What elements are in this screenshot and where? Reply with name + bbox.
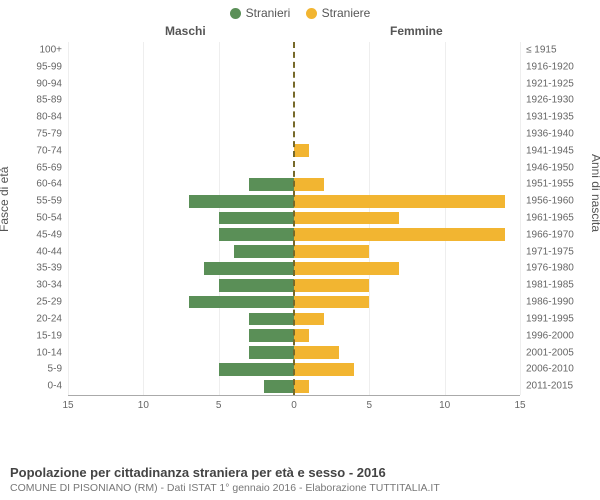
bar-female [294, 245, 369, 258]
bar-male [204, 262, 294, 275]
age-label: 40-44 [36, 246, 68, 257]
birth-year-label: 1916-1920 [520, 61, 574, 72]
birth-year-label: 1991-1995 [520, 313, 574, 324]
bar-female [294, 195, 505, 208]
age-label: 50-54 [36, 213, 68, 224]
bar-male [249, 178, 294, 191]
chart-area: Fasce di età Anni di nascita 100+≤ 19159… [0, 42, 600, 422]
footer: Popolazione per cittadinanza straniera p… [10, 465, 590, 494]
birth-year-label: 1971-1975 [520, 246, 574, 257]
age-label: 70-74 [36, 145, 68, 156]
birth-year-label: 1956-1960 [520, 196, 574, 207]
legend-item-male: Stranieri [230, 6, 291, 20]
bar-female [294, 212, 399, 225]
bar-male [219, 228, 294, 241]
birth-year-label: 1961-1965 [520, 213, 574, 224]
birth-year-label: 1936-1940 [520, 128, 574, 139]
bar-male [249, 313, 294, 326]
center-divider [293, 42, 295, 395]
birth-year-label: 1986-1990 [520, 297, 574, 308]
legend: Stranieri Straniere [0, 0, 600, 24]
bar-female [294, 144, 309, 157]
age-label: 15-19 [36, 330, 68, 341]
bar-female [294, 279, 369, 292]
birth-year-label: 1951-1955 [520, 179, 574, 190]
bar-female [294, 380, 309, 393]
age-label: 5-9 [48, 364, 68, 375]
legend-swatch-male [230, 8, 241, 19]
age-label: 10-14 [36, 347, 68, 358]
bar-female [294, 313, 324, 326]
birth-year-label: 1996-2000 [520, 330, 574, 341]
birth-year-label: 1981-1985 [520, 280, 574, 291]
column-headers: Maschi Femmine [0, 24, 600, 42]
bar-male [189, 195, 294, 208]
plot-region: 100+≤ 191595-991916-192090-941921-192585… [68, 42, 520, 396]
chart-subtitle: COMUNE DI PISONIANO (RM) - Dati ISTAT 1°… [10, 482, 590, 494]
age-label: 25-29 [36, 297, 68, 308]
birth-year-label: ≤ 1915 [520, 44, 557, 55]
y-axis-label-right: Anni di nascita [589, 153, 600, 231]
x-tick-label: 15 [62, 400, 73, 411]
bar-male [234, 245, 294, 258]
age-label: 100+ [39, 44, 68, 55]
bar-female [294, 329, 309, 342]
birth-year-label: 2006-2010 [520, 364, 574, 375]
age-label: 30-34 [36, 280, 68, 291]
age-label: 95-99 [36, 61, 68, 72]
age-label: 55-59 [36, 196, 68, 207]
birth-year-label: 1941-1945 [520, 145, 574, 156]
bar-female [294, 178, 324, 191]
bar-female [294, 296, 369, 309]
birth-year-label: 1926-1930 [520, 95, 574, 106]
bar-male [219, 363, 294, 376]
bar-female [294, 262, 399, 275]
birth-year-label: 2011-2015 [520, 381, 573, 392]
header-male: Maschi [165, 24, 206, 38]
bar-male [219, 212, 294, 225]
birth-year-label: 1976-1980 [520, 263, 574, 274]
y-axis-label-left: Fasce di età [0, 166, 11, 231]
x-tick-label: 10 [439, 400, 450, 411]
birth-year-label: 2001-2005 [520, 347, 574, 358]
bar-female [294, 346, 339, 359]
age-label: 80-84 [36, 112, 68, 123]
birth-year-label: 1946-1950 [520, 162, 574, 173]
birth-year-label: 1921-1925 [520, 78, 574, 89]
bar-female [294, 363, 354, 376]
age-label: 60-64 [36, 179, 68, 190]
age-label: 0-4 [48, 381, 68, 392]
bar-male [249, 346, 294, 359]
bar-female [294, 228, 505, 241]
legend-item-female: Straniere [306, 6, 371, 20]
x-tick-label: 10 [138, 400, 149, 411]
bar-male [264, 380, 294, 393]
birth-year-label: 1931-1935 [520, 112, 574, 123]
chart-title: Popolazione per cittadinanza straniera p… [10, 465, 590, 480]
birth-year-label: 1966-1970 [520, 229, 574, 240]
age-label: 75-79 [36, 128, 68, 139]
age-label: 85-89 [36, 95, 68, 106]
x-axis-ticks: 15105051015 [68, 400, 520, 416]
age-label: 20-24 [36, 313, 68, 324]
bar-male [189, 296, 294, 309]
bar-male [219, 279, 294, 292]
x-tick-label: 5 [367, 400, 373, 411]
bar-male [249, 329, 294, 342]
legend-label-female: Straniere [322, 6, 371, 20]
age-label: 45-49 [36, 229, 68, 240]
age-label: 90-94 [36, 78, 68, 89]
age-label: 35-39 [36, 263, 68, 274]
legend-swatch-female [306, 8, 317, 19]
age-label: 65-69 [36, 162, 68, 173]
x-tick-label: 0 [291, 400, 297, 411]
x-tick-label: 5 [216, 400, 222, 411]
x-tick-label: 15 [514, 400, 525, 411]
header-female: Femmine [390, 24, 443, 38]
legend-label-male: Stranieri [246, 6, 291, 20]
